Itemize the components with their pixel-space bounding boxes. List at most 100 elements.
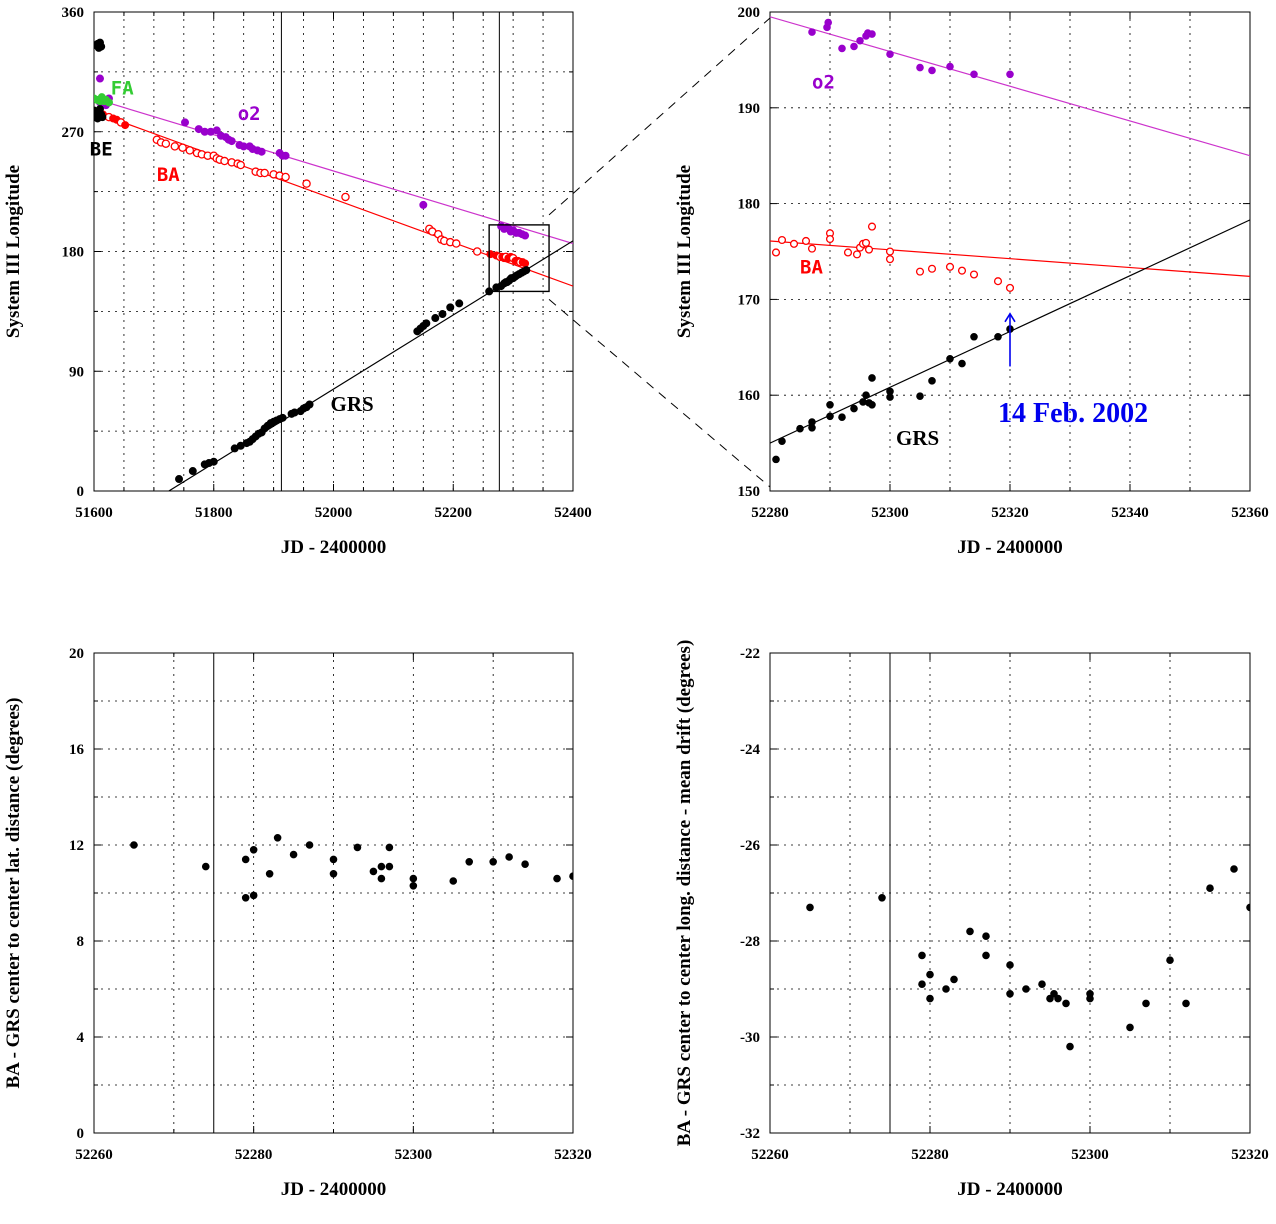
x-tick-label: 52280 (751, 505, 789, 521)
data-point-grs (772, 455, 780, 464)
data-point-ba (178, 143, 187, 152)
data-point-o2 (946, 62, 954, 71)
data-point-data (1046, 994, 1054, 1003)
data-point-data (241, 893, 250, 902)
data-point-ba (861, 238, 871, 247)
data-point-data (377, 862, 386, 871)
data-point-ba (260, 168, 269, 178)
data-point-data (982, 951, 990, 960)
data-point-o2 (856, 36, 864, 45)
data-point-data (950, 975, 958, 984)
data-point-o2 (212, 126, 221, 135)
data-point-grs (446, 303, 455, 312)
data-point-o2 (181, 118, 190, 127)
y-tick-label: 150 (738, 484, 761, 500)
data-point-o2 (419, 200, 428, 209)
data-point-data (273, 833, 282, 842)
data-point-o2 (850, 42, 858, 51)
data-point-data (377, 874, 386, 883)
data-point-ba (789, 239, 799, 248)
data-point-grs (850, 404, 858, 413)
panel-latitude-distance: 52260 52280 52300 52320 0 4 8 12 16 20 JD - 240000… (3, 646, 592, 1200)
plot-frame (769, 652, 1251, 1134)
data-point-ba (121, 121, 130, 130)
data-point-o2 (838, 44, 846, 53)
feature-label-be: BE (90, 139, 113, 161)
y-axis-title: BA - GRS center to center lat. distance … (3, 698, 24, 1089)
data-point-data (521, 860, 529, 868)
panel-longitude-distance: 52260 52280 52300 52320 -32 -30 -28 -26 -24 -22 JD… (674, 640, 1269, 1200)
y-tick-label: 170 (738, 292, 761, 308)
data-point-ba (864, 245, 874, 254)
data-point-data (130, 841, 138, 849)
data-point-ba (843, 248, 853, 257)
y-tick-label: -30 (740, 1030, 760, 1046)
data-point-o2 (970, 70, 978, 79)
data-point-data (385, 862, 394, 871)
y-tick-label: 190 (738, 101, 761, 117)
y-axis-title: System III Longitude (674, 165, 695, 338)
data-point-o2 (1006, 70, 1014, 79)
data-point-ba (521, 259, 530, 268)
data-point-ba (801, 236, 811, 246)
data-point-ba (927, 264, 937, 273)
data-point-ba (185, 146, 195, 155)
y-tick-label: 200 (738, 5, 761, 21)
data-point-data (1050, 989, 1058, 998)
data-point-grs (862, 391, 870, 400)
y-tick-label: -24 (740, 742, 760, 758)
data-point-ba (472, 247, 482, 256)
y-tick-label: 4 (77, 1030, 85, 1046)
y-axis-title: System III Longitude (3, 165, 24, 338)
data-point-be (97, 42, 106, 51)
data-point-data (926, 970, 934, 979)
data-point-fa (104, 98, 113, 107)
feature-label-fa: FA (111, 77, 134, 99)
x-tick-label: 52300 (395, 1147, 433, 1163)
x-tick-label: 52000 (315, 505, 353, 521)
data-point-o2 (227, 137, 236, 146)
data-point-grs (826, 412, 834, 421)
data-point-ba (220, 156, 229, 166)
data-point-data (553, 874, 561, 883)
data-point-data (201, 862, 210, 871)
panel-longitude-drift-overview: 51600 51800 52000 52200 52400 0 90 180 270 360 JD … (3, 5, 592, 558)
data-point-ba (170, 142, 180, 151)
data-point-ba (915, 267, 925, 276)
data-point-grs (188, 467, 197, 476)
data-point-data (1230, 865, 1238, 873)
x-tick-label: 52360 (1231, 505, 1269, 521)
data-point-data (1038, 980, 1046, 988)
data-point-ba (236, 160, 245, 170)
data-point-grs (209, 457, 218, 466)
data-point-ba (302, 179, 311, 188)
data-point-data (966, 927, 974, 936)
data-point-grs (431, 314, 440, 323)
data-point-grs (928, 377, 936, 385)
data-point-data (249, 845, 258, 854)
data-point-grs (522, 266, 531, 275)
x-tick-label: 52280 (911, 1147, 949, 1163)
data-point-data (1086, 994, 1094, 1003)
data-point-data (385, 843, 394, 852)
y-tick-label: 270 (62, 125, 85, 141)
data-point-grs (422, 319, 431, 328)
data-point-ba (161, 139, 171, 148)
data-point-data (409, 881, 418, 890)
zoom-connector-upper (548, 17, 771, 216)
data-point-ba (867, 222, 877, 231)
data-point-o2 (257, 147, 266, 156)
data-point-grs (958, 359, 966, 368)
x-tick-label: 52320 (554, 1147, 592, 1163)
data-point-data (878, 893, 886, 902)
y-tick-label: 160 (738, 388, 761, 404)
data-point-o2 (281, 151, 290, 160)
y-axis-title: BA - GRS center to center long. distance… (674, 640, 695, 1147)
y-tick-label: -32 (740, 1126, 760, 1142)
y-tick-label: -28 (740, 934, 760, 950)
data-point-grs (796, 424, 804, 433)
panel-longitude-drift-zoom: 52280 52300 52320 52340 52360 150 160 170 180 190… (674, 5, 1269, 558)
data-point-data (918, 951, 926, 960)
data-point-data (505, 853, 513, 861)
